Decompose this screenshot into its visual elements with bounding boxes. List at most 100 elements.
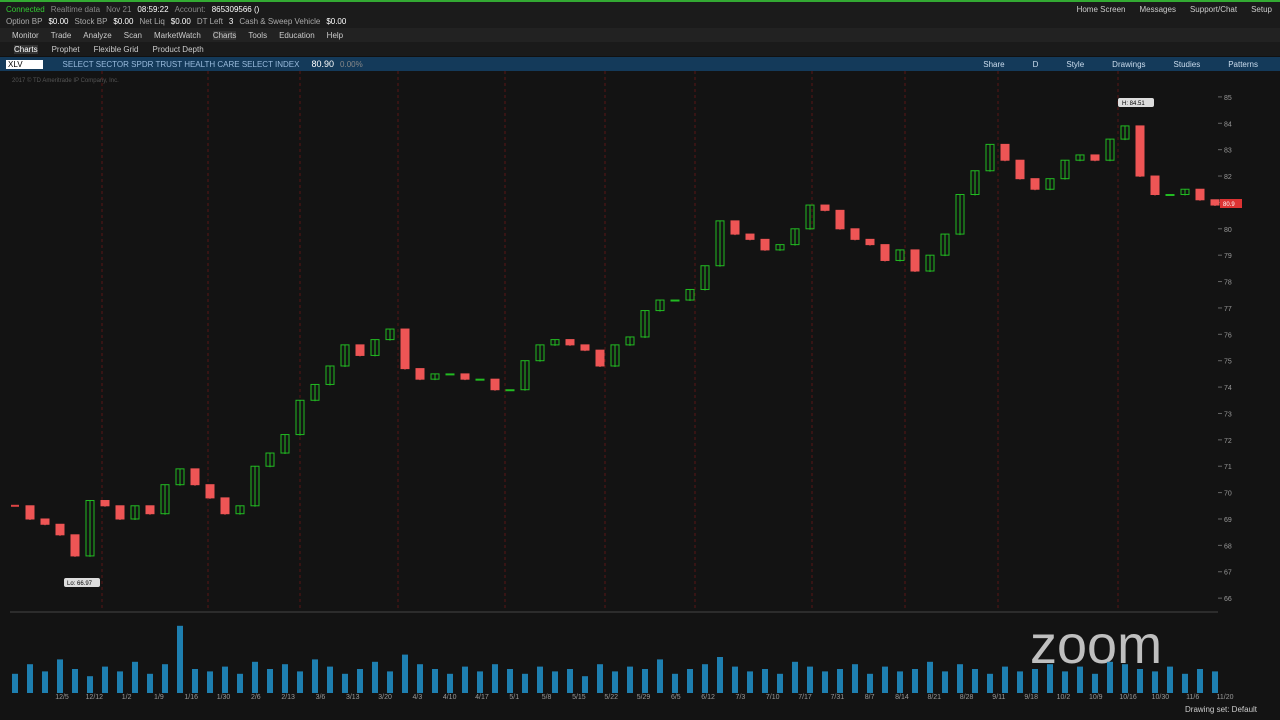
volume-bar — [552, 671, 558, 693]
candle — [205, 484, 215, 499]
menu-item[interactable]: Analyze — [83, 30, 112, 40]
toolbar: Share D Style Drawings Studies Patterns — [977, 60, 1280, 69]
candle — [610, 344, 620, 367]
symbol-input[interactable]: XLV — [6, 59, 43, 69]
candle — [415, 368, 425, 380]
candle — [595, 349, 605, 367]
price-label: 80.9 — [1223, 202, 1235, 208]
x-tick-label: 5/8 — [542, 694, 552, 701]
volume-bar — [597, 664, 603, 693]
candle — [985, 143, 995, 172]
x-tick-label: 4/3 — [412, 694, 422, 701]
candle — [385, 328, 395, 341]
volume-bar — [582, 676, 588, 693]
candle — [460, 373, 470, 380]
candle — [490, 378, 500, 391]
y-tick-label: 70 — [1224, 491, 1232, 498]
balance-label: Stock BP — [74, 16, 108, 26]
menu-item[interactable]: Tools — [248, 30, 268, 40]
y-tick-label: 76 — [1224, 332, 1232, 339]
volume-bar — [267, 669, 273, 693]
candle — [325, 365, 335, 385]
chart: 2017 © TD Ameritrade IP Company, Inc. zo… — [0, 71, 1280, 720]
volume-bar — [567, 669, 573, 693]
status-link[interactable]: Home Screen — [1076, 4, 1126, 14]
volume-bar — [207, 671, 213, 693]
tool-button[interactable]: Patterns — [1228, 59, 1258, 69]
x-tick-label: 10/30 — [1152, 694, 1170, 701]
subtab-bar: Charts Prophet Flexible Grid Product Depth — [0, 42, 1280, 56]
volume-bar — [1167, 666, 1173, 693]
status-link[interactable]: Setup — [1251, 4, 1272, 14]
volume-bar — [462, 666, 468, 693]
volume-bar — [537, 666, 543, 693]
tool-button[interactable]: Drawings — [1112, 59, 1146, 69]
status-item: 08:59:22 — [137, 4, 169, 14]
subtab[interactable]: Charts — [14, 44, 38, 54]
balance-value: $0.00 — [326, 16, 347, 26]
y-tick-label: 84 — [1224, 121, 1232, 128]
candle — [160, 484, 170, 515]
candle — [790, 228, 800, 246]
balance-value: $0.00 — [48, 16, 69, 26]
candle — [445, 373, 455, 376]
balance-label: Option BP — [6, 16, 43, 26]
candle — [565, 339, 575, 346]
tool-button[interactable]: Share — [983, 59, 1005, 69]
volume-bar — [312, 659, 318, 693]
x-tick-label: 4/17 — [475, 694, 489, 701]
volume-bar — [702, 664, 708, 693]
volume-bar — [717, 657, 723, 693]
menu-item[interactable]: Trade — [50, 30, 72, 40]
menu-item[interactable]: Charts — [212, 30, 237, 40]
x-tick-label: 4/10 — [443, 694, 457, 701]
menu-item[interactable]: MarketWatch — [154, 30, 201, 40]
x-tick-label: 8/28 — [960, 694, 974, 701]
y-tick-label: 75 — [1224, 359, 1232, 366]
x-tick-label: 10/2 — [1057, 694, 1071, 701]
volume-bar — [72, 669, 78, 693]
volume-bar — [1032, 669, 1038, 693]
subtab[interactable]: Flexible Grid — [93, 44, 139, 54]
status-link[interactable]: Messages — [1139, 4, 1176, 14]
candle — [955, 194, 965, 235]
volume-bar — [507, 669, 513, 693]
menu-item[interactable]: Monitor — [12, 30, 39, 40]
candle — [895, 249, 905, 261]
balance-label: Net Liq — [139, 16, 165, 26]
candle — [1000, 143, 1010, 161]
x-tick-label: 8/21 — [927, 694, 941, 701]
x-tick-label: 3/20 — [378, 694, 392, 701]
status-item: Connected — [6, 4, 45, 14]
volume-bar — [282, 664, 288, 693]
menu-item[interactable]: Scan — [123, 30, 142, 40]
candle — [40, 518, 50, 525]
candle — [760, 238, 770, 251]
candle — [820, 204, 830, 211]
candle — [1150, 175, 1160, 196]
candle — [1105, 138, 1115, 161]
candle — [640, 310, 650, 338]
x-tick-label: 10/9 — [1089, 694, 1103, 701]
volume-bar — [762, 669, 768, 693]
volume-bar — [42, 671, 48, 693]
tool-button[interactable]: D — [1032, 59, 1039, 69]
status-link[interactable]: Support/Chat — [1189, 4, 1238, 14]
candle — [1120, 125, 1130, 140]
subtab[interactable]: Product Depth — [152, 44, 204, 54]
menu-item[interactable]: Help — [326, 30, 344, 40]
volume-bar — [402, 654, 408, 693]
x-tick-label: 1/2 — [122, 694, 132, 701]
tool-button[interactable]: Studies — [1173, 59, 1201, 69]
menu-item[interactable]: Education — [279, 30, 315, 40]
subtab[interactable]: Prophet — [51, 44, 80, 54]
x-tick-label: 9/11 — [992, 694, 1005, 701]
candle — [220, 497, 230, 515]
candle — [655, 299, 665, 312]
candle — [580, 344, 590, 351]
candle — [805, 204, 815, 230]
x-tick-label: 7/10 — [766, 694, 780, 701]
x-tick-label: 3/13 — [346, 694, 360, 701]
tool-button[interactable]: Style — [1066, 59, 1085, 69]
volume-bar — [162, 664, 168, 693]
